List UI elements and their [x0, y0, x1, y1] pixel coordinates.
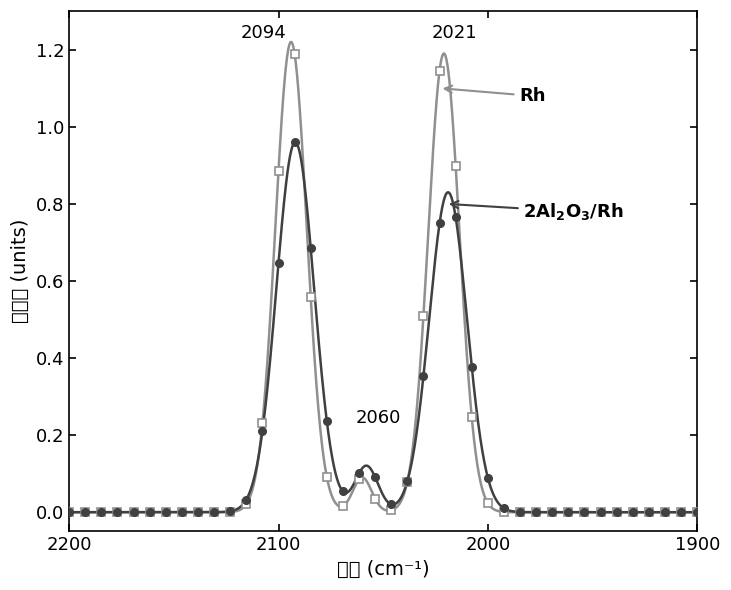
Text: $\mathdefault{2Al_2O_3}$/Rh: $\mathdefault{2Al_2O_3}$/Rh: [451, 201, 624, 222]
Text: Rh: Rh: [444, 86, 546, 105]
Text: 2060: 2060: [356, 409, 401, 427]
X-axis label: 波数 (cm⁻¹): 波数 (cm⁻¹): [337, 560, 430, 579]
Text: 2094: 2094: [241, 24, 287, 42]
Text: 2021: 2021: [431, 24, 477, 42]
Y-axis label: 吸光度 (units): 吸光度 (units): [11, 219, 30, 323]
